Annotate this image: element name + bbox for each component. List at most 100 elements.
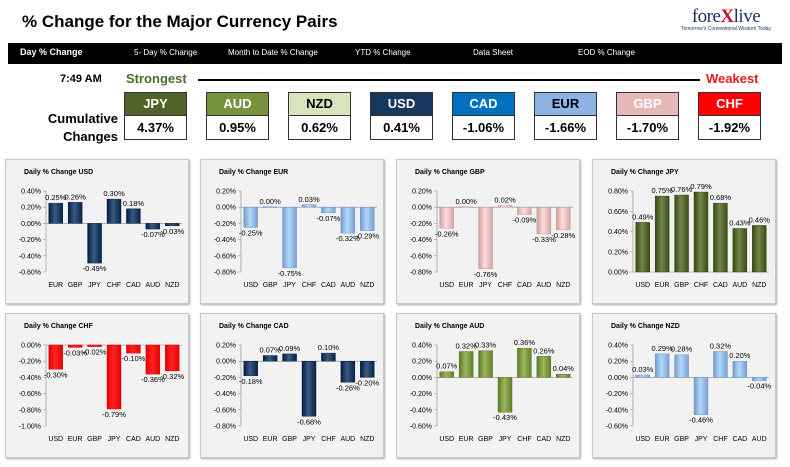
bar-chf	[497, 205, 513, 208]
data-label: -0.26%	[336, 383, 360, 392]
x-tick-label: CHF	[321, 436, 335, 443]
bar-usd	[243, 361, 258, 376]
y-tick-label: -0.40%	[19, 253, 41, 260]
bar-nzd	[360, 207, 375, 231]
nav-ytd-change[interactable]: YTD % Change	[355, 48, 411, 57]
bar-gbp	[87, 344, 102, 347]
x-tick-label: AUD	[145, 436, 160, 443]
y-tick-label: -0.20%	[19, 359, 41, 366]
x-tick-label: EUR	[655, 282, 670, 289]
currency-cell-gbp: GBP -1.70%	[616, 92, 679, 140]
bar-gbp	[478, 350, 493, 378]
data-label: 0.26%	[65, 192, 87, 201]
bar-nzd	[556, 207, 571, 231]
chart-panel-nzd: Daily % Change NZD 0.40% 0.20% 0.00% -0.20%…	[592, 313, 776, 458]
y-tick-label: 0.80%	[608, 189, 628, 196]
data-label: -0.32%	[336, 234, 360, 243]
x-tick-label: NZD	[360, 282, 374, 289]
nav-day-change[interactable]: Day % Change	[20, 47, 83, 57]
data-label: -0.46%	[689, 416, 713, 425]
bar-gbp	[67, 202, 83, 224]
chart-panel-aud: Daily % Change AUD 0.40% 0.20% 0.00% -0.20%…	[396, 313, 580, 458]
chart-panel-jpy: Daily % Change JPY 0.80% 0.60% 0.40% 0.20% 0…	[592, 159, 776, 304]
x-tick-label: CAD	[732, 436, 747, 443]
x-tick-label: USD	[48, 436, 63, 443]
data-label: 0.30%	[103, 189, 125, 198]
x-tick-label: CAD	[126, 282, 141, 289]
nav-bar: Day % Change 5- Day % Change Month to Da…	[8, 43, 782, 64]
timestamp: 7:49 AM	[60, 73, 102, 85]
nav-data-sheet[interactable]: Data Sheet	[473, 48, 514, 57]
bar-usd	[635, 222, 650, 273]
currency-value: -1.66%	[534, 116, 597, 140]
data-label: 0.76%	[671, 185, 693, 194]
data-label: 0.68%	[710, 193, 732, 202]
x-tick-label: JPY	[479, 282, 492, 289]
x-tick-label: JPY	[108, 436, 121, 443]
y-tick-label: -0.80%	[214, 270, 236, 277]
bar-chf	[713, 351, 728, 378]
y-tick-label: -0.40%	[410, 407, 432, 414]
nav-eod-change[interactable]: EOD % Change	[578, 48, 635, 57]
chart-title: Daily % Change EUR	[219, 169, 289, 176]
x-tick-label: AUD	[145, 282, 160, 289]
x-tick-label: CHF	[694, 282, 708, 289]
data-label: -0.07%	[141, 230, 165, 239]
y-tick-label: -0.40%	[214, 391, 236, 398]
x-tick-label: EUR	[459, 282, 474, 289]
x-tick-label: JPY	[303, 436, 316, 443]
nav-5-day-change[interactable]: 5- Day % Change	[134, 48, 198, 57]
y-tick-label: -1.00%	[19, 424, 41, 431]
x-tick-label: CHF	[713, 436, 727, 443]
x-tick-label: CAD	[321, 282, 336, 289]
bar-jpy	[301, 361, 317, 417]
x-tick-label: USD	[243, 436, 258, 443]
cumulative-label-line1: Cumulative	[47, 111, 118, 126]
y-tick-label: 0.00%	[412, 205, 432, 212]
chart-nzd: 0.40% 0.20% 0.00% -0.20% -0.40% -0.60% 0.03% US…	[606, 341, 772, 443]
x-tick-label: CHF	[107, 282, 121, 289]
data-label: 0.25%	[45, 193, 67, 202]
data-label: 0.07%	[260, 346, 282, 355]
y-tick-label: 0.00%	[412, 375, 432, 382]
chart-eur: 0.20% 0.00% -0.20% -0.40% -0.60% -0.80% -0.25%…	[214, 189, 380, 290]
x-tick-label: NZD	[556, 282, 570, 289]
y-tick-label: -0.80%	[19, 407, 41, 414]
data-label: -0.07%	[317, 214, 341, 223]
data-label: 0.75%	[652, 186, 674, 195]
currency-cell-usd: USD 0.41%	[370, 92, 433, 140]
x-tick-label: CHF	[302, 282, 316, 289]
chart-cad: 0.20% 0.00% -0.20% -0.40% -0.60% -0.80% -0.18%…	[214, 343, 380, 444]
y-tick-label: 0.40%	[608, 343, 628, 350]
x-tick-label: AUD	[536, 282, 551, 289]
x-tick-label: JPY	[695, 436, 708, 443]
bar-aud	[340, 361, 356, 383]
chart-title: Daily % Change CAD	[219, 323, 289, 330]
y-tick-label: -0.40%	[214, 237, 236, 244]
data-label: 0.20%	[729, 351, 751, 360]
bar-cad	[126, 344, 141, 354]
nav-month-to-date-change[interactable]: Month to Date % Change	[228, 48, 318, 57]
x-tick-label: GBP	[68, 282, 83, 289]
bar-nzd	[165, 223, 180, 227]
strongest-label: Strongest	[126, 71, 187, 86]
x-tick-label: GBP	[478, 436, 493, 443]
data-label: 0.18%	[123, 199, 145, 208]
currency-value: 0.62%	[288, 116, 351, 140]
currency-cell-eur: EUR -1.66%	[534, 92, 597, 140]
bar-cad	[126, 208, 141, 224]
bar-chf	[517, 348, 532, 378]
x-tick-label: USD	[439, 436, 454, 443]
y-tick-label: -0.40%	[606, 407, 628, 414]
cumulative-label-line2: Changes	[63, 129, 118, 144]
x-tick-label: EUR	[68, 436, 83, 443]
logo-wordmark: foreXlive	[691, 6, 761, 27]
data-label: -0.36%	[141, 375, 165, 384]
logo[interactable]: foreXlive Tomorrow's Conventional Wisdom…	[676, 6, 776, 40]
cumulative-changes-label: Cumulative Changes	[38, 110, 118, 146]
data-label: 0.26%	[533, 346, 555, 355]
x-tick-label: AUD	[752, 436, 767, 443]
bar-chf	[301, 204, 317, 208]
y-tick-label: -0.80%	[410, 270, 432, 277]
y-tick-label: 0.60%	[608, 209, 628, 216]
